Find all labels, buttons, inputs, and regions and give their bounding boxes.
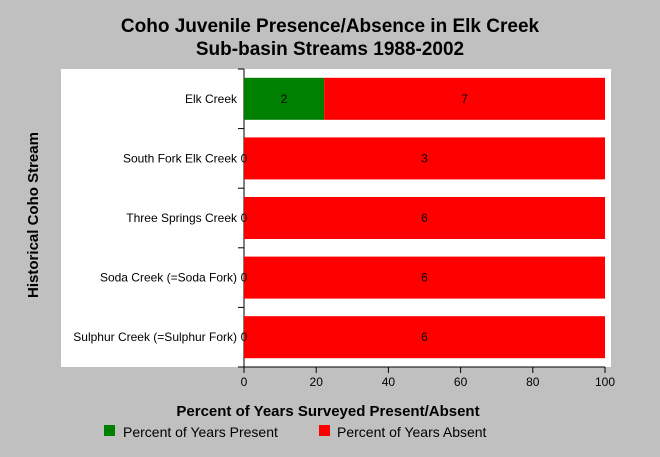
data-label-absent-2: 6 xyxy=(421,211,428,225)
legend-swatch-absent xyxy=(319,425,330,436)
legend: Percent of Years Present Percent of Year… xyxy=(104,424,487,440)
legend-label-absent: Percent of Years Absent xyxy=(337,424,487,440)
x-tick-label-4: 80 xyxy=(526,375,540,389)
bar-present-0 xyxy=(244,77,325,120)
category-label-4: Sulphur Creek (=Sulphur Fork) xyxy=(73,330,237,344)
x-tick-label-2: 40 xyxy=(382,375,396,389)
data-label-present-0: 2 xyxy=(281,92,288,106)
data-label-present-3: 0 xyxy=(241,271,248,285)
x-tick-label-0: 0 xyxy=(241,375,248,389)
data-label-present-4: 0 xyxy=(241,330,248,344)
data-label-absent-1: 3 xyxy=(421,151,428,165)
bar-absent-0 xyxy=(324,77,605,120)
data-label-present-1: 0 xyxy=(241,151,248,165)
data-label-absent-4: 6 xyxy=(421,330,428,344)
data-label-absent-0: 7 xyxy=(461,92,468,106)
category-label-0: Elk Creek xyxy=(185,92,238,106)
bar-absent-4 xyxy=(244,316,605,359)
category-label-1: South Fork Elk Creek xyxy=(123,151,238,165)
bar-absent-2 xyxy=(244,197,605,239)
bar-absent-3 xyxy=(244,256,605,299)
data-label-present-2: 0 xyxy=(241,211,248,225)
bar-absent-1 xyxy=(244,137,605,180)
legend-label-present: Percent of Years Present xyxy=(123,424,278,440)
legend-swatch-present xyxy=(104,425,115,436)
category-label-3: Soda Creek (=Soda Fork) xyxy=(100,271,237,285)
x-axis-title: Percent of Years Surveyed Present/Absent xyxy=(176,403,479,420)
x-tick-label-1: 20 xyxy=(310,375,324,389)
data-label-absent-3: 6 xyxy=(421,271,428,285)
chart-title-line-1: Coho Juvenile Presence/Absence in Elk Cr… xyxy=(121,16,540,37)
x-tick-label-3: 60 xyxy=(454,375,468,389)
x-tick-label-5: 100 xyxy=(595,375,615,389)
y-axis-title: Historical Coho Stream xyxy=(25,132,42,298)
category-label-2: Three Springs Creek xyxy=(126,211,238,225)
chart-title-line-2: Sub-basin Streams 1988-2002 xyxy=(196,39,464,60)
